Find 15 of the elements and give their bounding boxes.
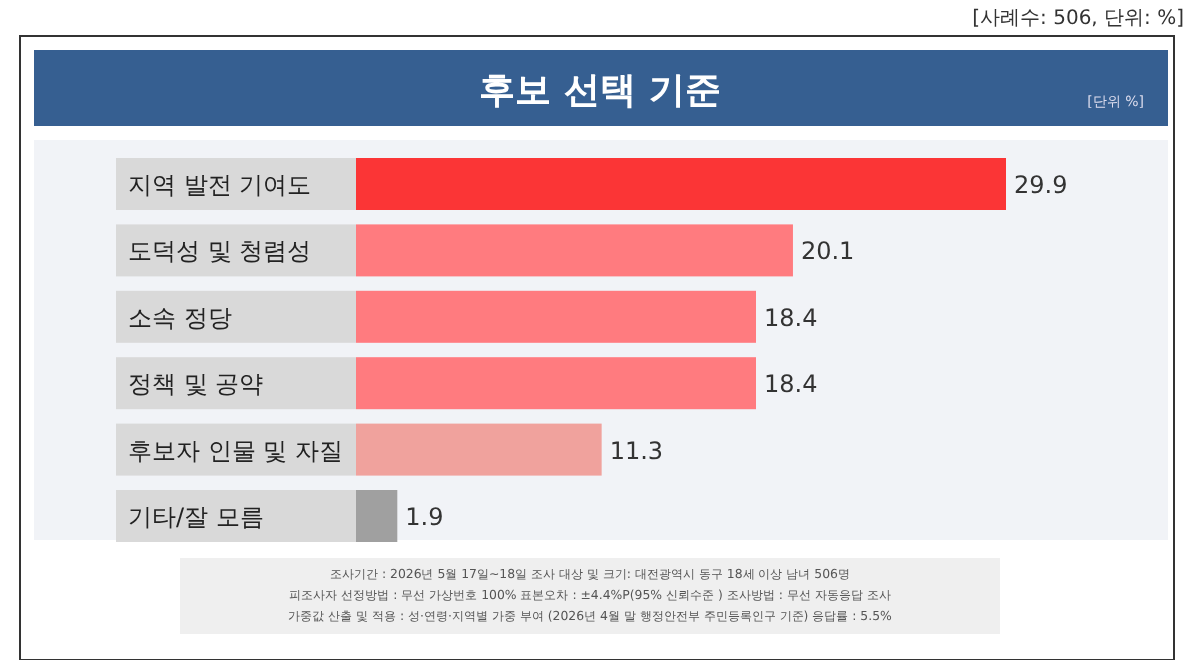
y-tick-label: 정책 및 공약 [128,370,264,399]
data-label: 18.4 [764,303,818,332]
y-tick-label: 후보자 인물 및 자질 [128,436,343,465]
bar [356,490,398,542]
y-tick-label: 지역 발전 기여도 [128,171,312,199]
data-label: 1.9 [405,503,444,531]
data-label: 18.4 [764,370,818,399]
y-tick-label: 소속 정당 [128,303,232,332]
y-tick-label: 도덕성 및 청렴성 [128,237,312,266]
data-label: 29.9 [1014,171,1068,199]
y-tick-label: 기타/잘 모름 [128,503,264,531]
text: [사례수: 506, 단위: %] [972,8,1185,30]
data-label: 11.3 [609,436,664,465]
chart-title: 후보 선택 기준 [479,70,721,112]
data-label: 20.1 [800,237,855,266]
